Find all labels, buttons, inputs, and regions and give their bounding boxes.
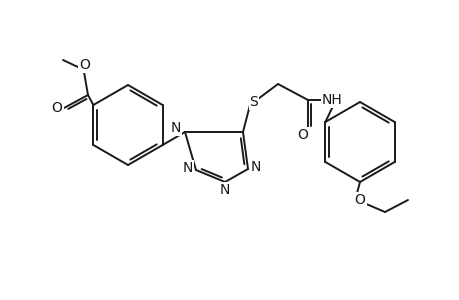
- Text: N: N: [250, 160, 261, 174]
- Text: S: S: [249, 95, 258, 109]
- Text: O: O: [354, 193, 364, 207]
- Text: O: O: [51, 101, 62, 115]
- Text: N: N: [182, 161, 193, 175]
- Text: O: O: [297, 128, 308, 142]
- Text: O: O: [79, 58, 90, 72]
- Text: N: N: [170, 121, 181, 135]
- Text: NH: NH: [321, 93, 341, 107]
- Text: N: N: [219, 183, 230, 197]
